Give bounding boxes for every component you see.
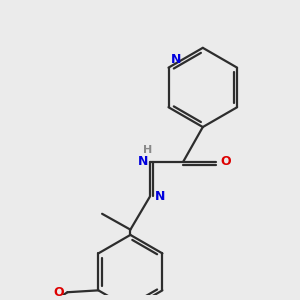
Text: O: O xyxy=(220,155,231,168)
Text: N: N xyxy=(154,190,165,203)
Text: O: O xyxy=(54,286,64,299)
Text: H: H xyxy=(143,145,153,155)
Text: N: N xyxy=(170,53,181,66)
Text: N: N xyxy=(138,155,148,168)
